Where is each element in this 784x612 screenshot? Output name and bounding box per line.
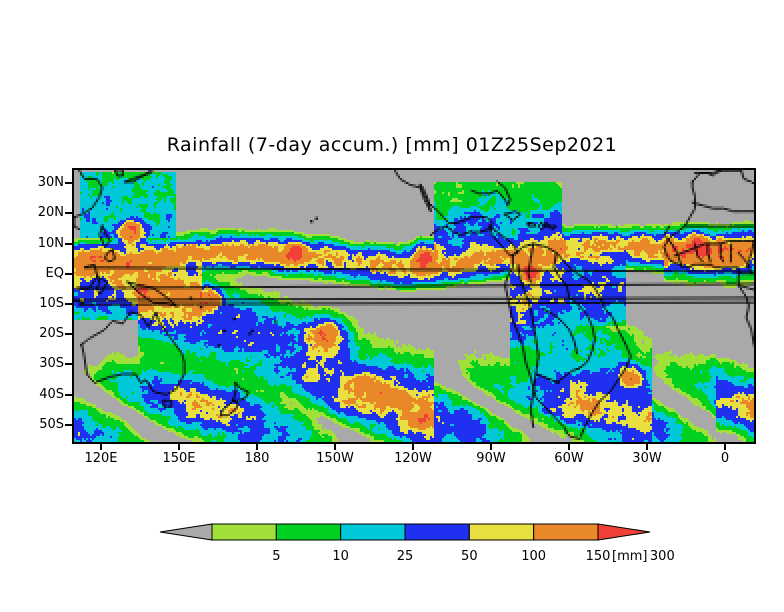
colorbar-tick-label: 100 <box>521 549 547 564</box>
x-tick-label: 150E <box>162 451 196 466</box>
x-tick-label: 60W <box>554 451 584 466</box>
x-tick-label: 180 <box>244 451 270 466</box>
colorbar-tick-label: 300 <box>649 549 675 564</box>
x-tick-label: 30W <box>632 451 662 466</box>
y-tick-label: 50S <box>39 416 64 432</box>
x-tick-label: 120E <box>84 451 118 466</box>
colorbar-tick-label: 50 <box>461 549 478 564</box>
y-tick-mark <box>65 423 72 426</box>
x-tick-label: 150W <box>316 451 354 466</box>
x-tick-label: 120W <box>394 451 432 466</box>
colorbar-tick-label: 5 <box>272 549 281 564</box>
y-tick-mark <box>65 333 72 336</box>
x-tick-label: 0 <box>720 451 730 466</box>
x-tick-label: 90W <box>476 451 506 466</box>
colorbar-segment <box>211 523 277 541</box>
x-tick-mark <box>178 443 180 450</box>
y-tick-label: 20S <box>39 326 64 342</box>
x-tick-mark <box>100 443 102 450</box>
y-tick-label: 20N <box>37 205 64 221</box>
y-tick-label: 10N <box>37 235 64 251</box>
x-tick-mark <box>490 443 492 450</box>
y-tick-label: 10S <box>39 296 64 311</box>
y-tick-label: 30N <box>37 175 64 191</box>
colorbar-swatches <box>159 523 651 541</box>
rainfall-heatmap <box>74 170 754 442</box>
y-tick-mark <box>65 242 72 245</box>
colorbar-segment <box>404 523 470 541</box>
colorbar-unit-label: [mm] <box>612 549 648 564</box>
y-tick-mark <box>65 393 72 396</box>
colorbar-tick-label: 10 <box>332 549 349 564</box>
x-tick-mark <box>568 443 570 450</box>
colorbar-under-arrow <box>159 523 213 541</box>
y-tick-mark <box>65 303 72 305</box>
y-tick-label: EQ <box>45 265 64 281</box>
y-tick-label: 40S <box>39 386 64 402</box>
x-tick-mark <box>724 443 726 450</box>
y-tick-label: 30S <box>39 356 64 372</box>
x-tick-mark <box>412 443 414 450</box>
y-tick-mark <box>65 212 72 215</box>
colorbar-segment <box>468 523 535 541</box>
colorbar-tick-label: 150 <box>585 549 611 564</box>
colorbar-tick-label: 25 <box>396 549 414 564</box>
x-tick-mark <box>646 443 648 450</box>
y-tick-mark <box>65 363 72 366</box>
x-tick-mark <box>334 443 336 450</box>
map-plot-area <box>72 168 756 444</box>
colorbar-over-arrow <box>597 523 651 541</box>
colorbar-segment <box>275 523 342 541</box>
plot-title: Rainfall (7-day accum.) [mm] 01Z25Sep202… <box>166 134 618 156</box>
x-tick-mark <box>256 443 258 450</box>
y-tick-mark <box>65 182 72 185</box>
colorbar-segment <box>533 523 599 541</box>
colorbar-segment <box>340 523 406 541</box>
colorbar: 5 10 25 50 100 150 300 [mm] <box>150 518 675 574</box>
y-tick-mark <box>65 272 72 275</box>
